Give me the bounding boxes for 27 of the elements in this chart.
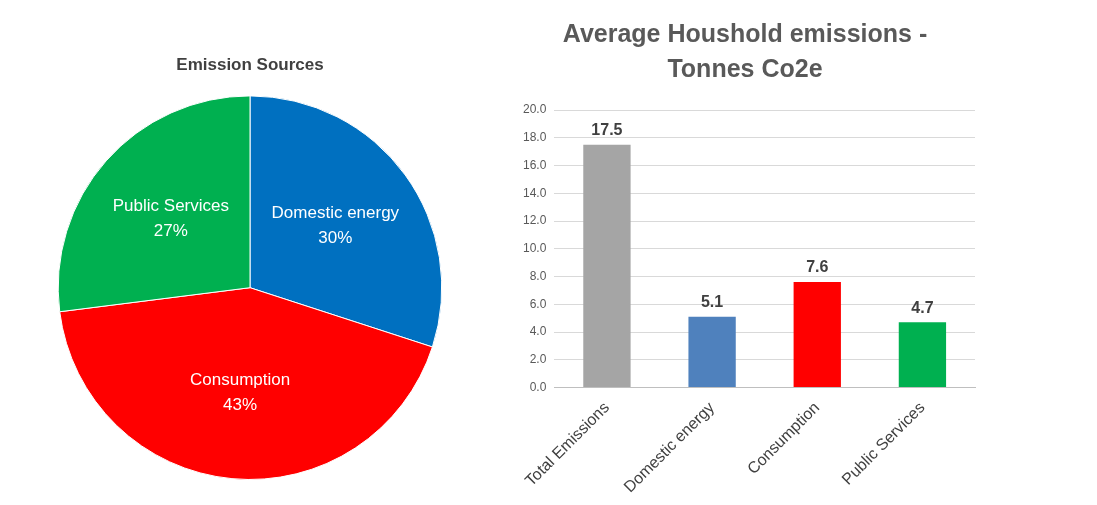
data-label: 4.7 bbox=[911, 298, 934, 316]
bar bbox=[583, 144, 631, 388]
bar bbox=[688, 316, 736, 388]
y-tick-label: 2.0 bbox=[529, 352, 547, 367]
data-label: 30% bbox=[318, 228, 353, 248]
y-tick-label: 6.0 bbox=[529, 296, 547, 311]
chart-title: Average Houshold emissions - Tonnes Co2e bbox=[562, 19, 928, 83]
y-tick-label: 4.0 bbox=[529, 324, 547, 339]
bar bbox=[793, 282, 841, 388]
y-tick-label: 12.0 bbox=[523, 213, 547, 228]
data-label: 27% bbox=[153, 220, 188, 240]
data-label: 17.5 bbox=[591, 121, 623, 139]
y-tick-label: 16.0 bbox=[523, 157, 547, 172]
slice-label: Public Services bbox=[112, 195, 229, 215]
slice-label: Consumption bbox=[189, 370, 291, 390]
y-tick-label: 0.0 bbox=[529, 379, 547, 394]
bar bbox=[898, 322, 947, 388]
data-label: 7.6 bbox=[806, 258, 829, 276]
data-label: 43% bbox=[223, 395, 258, 415]
slice-label: Domestic energy bbox=[271, 203, 400, 223]
y-tick-label: 8.0 bbox=[529, 268, 547, 283]
y-tick-label: 20.0 bbox=[523, 102, 547, 117]
y-tick-label: 18.0 bbox=[523, 130, 547, 145]
y-tick-label: 14.0 bbox=[523, 185, 547, 200]
data-label: 5.1 bbox=[700, 293, 724, 311]
y-tick-label: 10.0 bbox=[523, 241, 547, 256]
chart-title: Emission Sources bbox=[176, 54, 324, 74]
